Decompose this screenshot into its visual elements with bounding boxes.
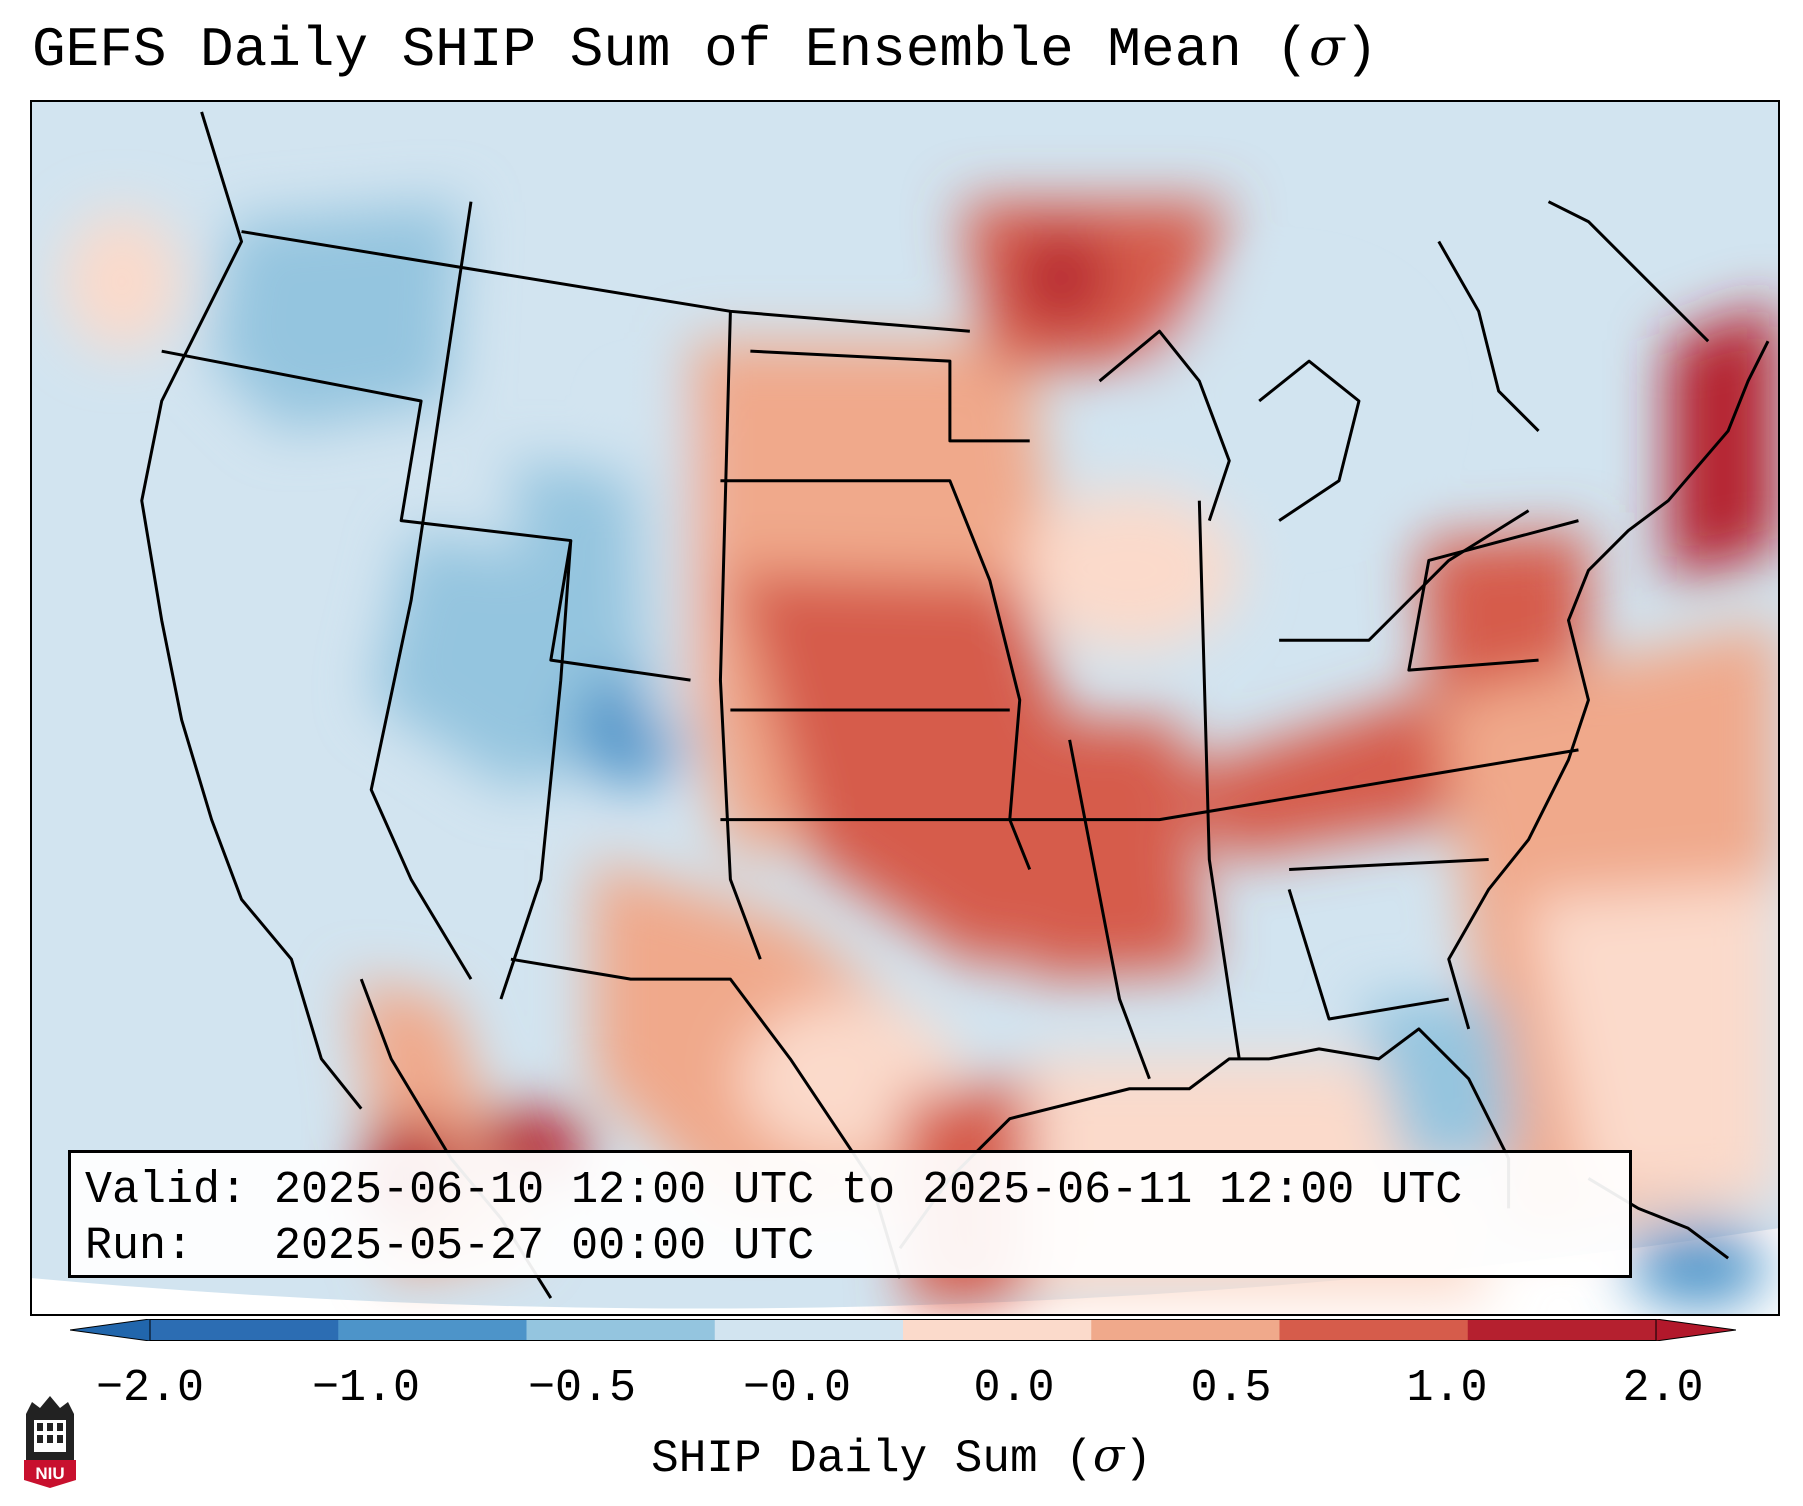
cbar-tick-label: −1.0 [311,1363,421,1414]
cbar-tick-label: 0.5 [1190,1363,1272,1414]
run-value: 2025-05-27 00:00 UTC [274,1221,815,1272]
map-panel [30,100,1780,1316]
gulf-coast [898,1027,1511,1250]
cbar-tick-label: −0.0 [742,1363,852,1414]
east-coast [1447,340,1770,1030]
cbar-tick-label: 2.0 [1622,1363,1704,1414]
mississippi-border [1068,739,1151,1080]
nevada-border [369,201,473,980]
cbar-segment [1091,1319,1280,1341]
anomaly-pacific-offshore [61,211,182,352]
anomaly-arkansas [979,719,1210,980]
plains-west-border [718,311,762,960]
cbar-label-close: ) [1124,1433,1152,1485]
cbar-segment [150,1319,339,1341]
niu-logo: NIU [22,1394,78,1488]
run-label: Run: [85,1221,194,1272]
michigan-peninsula [1258,359,1361,522]
anomaly-new-england [1668,301,1778,581]
colorbar-label: SHIP Daily Sum (σ) [0,1432,1803,1482]
title-close: ) [1344,18,1379,82]
colorbar [70,1319,1736,1341]
niu-logo-icon: NIU [24,1396,76,1488]
anomaly-map [32,102,1778,1314]
cbar-segment [1467,1319,1657,1341]
validity-info-box: Valid: 2025-06-10 12:00 UTC to 2025-06-1… [68,1150,1632,1278]
cbar-extend-low [70,1319,151,1341]
cbar-tick-label: −2.0 [95,1363,205,1414]
dakotas-border [750,349,1030,443]
cbar-segment [338,1319,527,1341]
cbar-tick-label: 0.0 [973,1363,1055,1414]
cbar-tick-label: 1.0 [1406,1363,1488,1414]
lake-michigan [1098,329,1231,522]
cbar-segment [1279,1319,1469,1341]
cbar-frame [149,1319,1657,1341]
title-text: GEFS Daily SHIP Sum of Ensemble Mean ( [32,18,1310,82]
anomaly-upper-midwest [1019,490,1240,651]
cbar-segment [714,1319,904,1341]
ohio-border [1279,509,1530,642]
cbar-label-sigma: σ [1092,1428,1125,1482]
cbar-segment [903,1319,1092,1341]
cbar-extend-high [1655,1319,1736,1341]
northeast-states [1407,519,1579,672]
anomaly-mid-atlantic [1418,530,1589,701]
maritimes-coast [1547,200,1710,343]
carolinas-border [1289,858,1489,871]
midwest-border [720,479,1032,871]
quebec-coast [1437,240,1540,432]
valid-value: 2025-06-10 12:00 UTC to 2025-06-11 12:00… [274,1165,1463,1216]
niu-logo-text: NIU [35,1464,64,1483]
anomaly-great-lakes [1149,291,1409,511]
valid-label: Valid: [85,1165,248,1216]
west-coast-outline [140,111,363,1110]
anomaly-ontario-core [1009,221,1120,332]
georgia-border [1287,888,1450,1021]
utah-arizona-border [499,540,573,1000]
cbar-label-text: SHIP Daily Sum ( [651,1433,1093,1485]
colorbar-svg [70,1319,1736,1341]
cbar-tick-label: −0.5 [527,1363,637,1414]
anomaly-hispaniola [1628,1228,1769,1309]
anomaly-pacific-northwest [211,201,462,431]
western-states [161,349,691,682]
anomaly-atlantic-outer [1528,879,1778,1199]
cbar-segment [526,1319,716,1341]
alabama-border [1197,500,1241,1060]
title-sigma: σ [1309,18,1345,78]
boundaries [140,111,1770,1299]
map-title: GEFS Daily SHIP Sum of Ensemble Mean (σ) [32,22,1378,78]
